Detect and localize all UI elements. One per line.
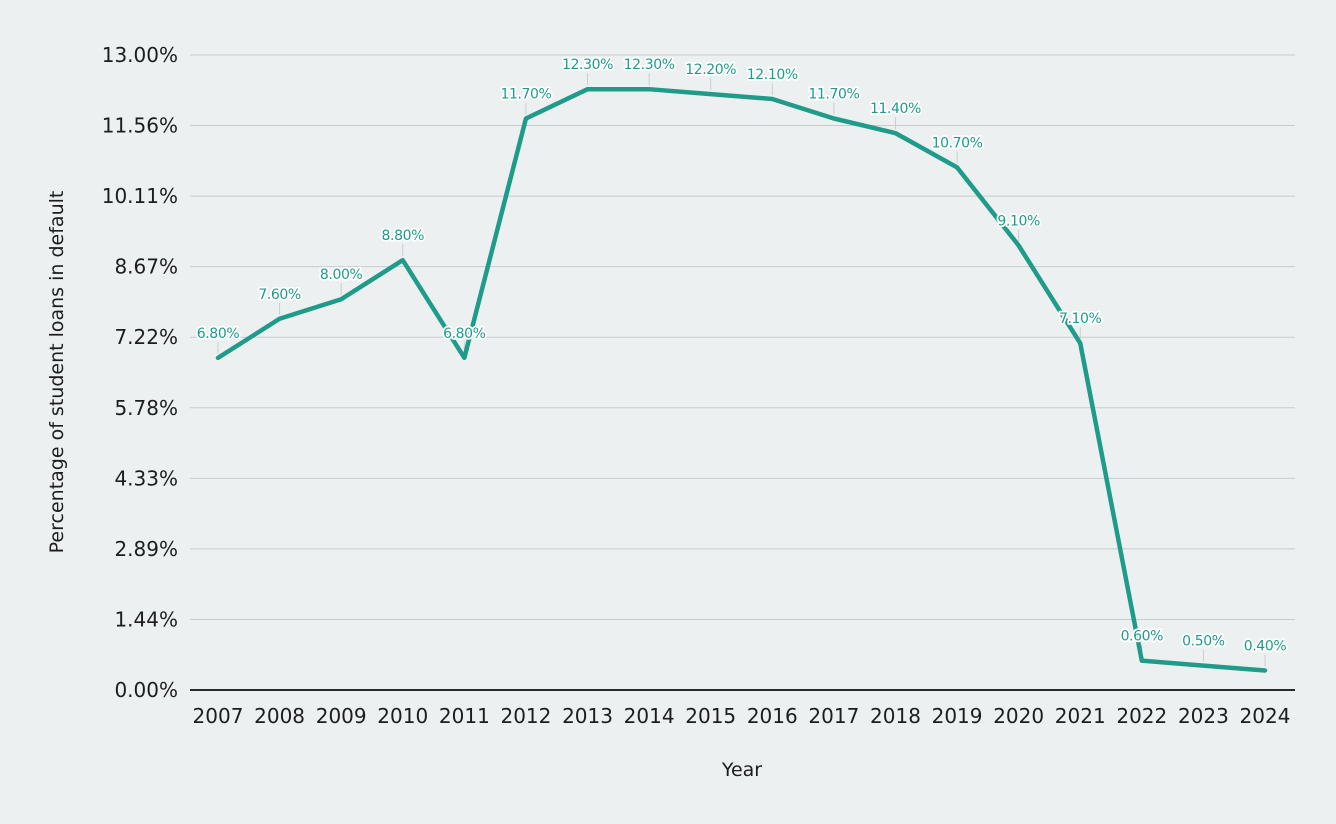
y-tick-label: 4.33% <box>114 466 178 490</box>
x-tick-label: 2024 <box>1240 704 1291 728</box>
x-tick-label: 2015 <box>685 704 736 728</box>
data-point-label: 6.80% <box>443 326 486 342</box>
x-tick-label: 2011 <box>439 704 490 728</box>
data-point-label: 8.00% <box>320 267 363 283</box>
x-tick-label: 2019 <box>932 704 983 728</box>
y-tick-label: 5.78% <box>114 396 178 420</box>
x-tick-label: 2007 <box>193 704 244 728</box>
data-point-label: 11.70% <box>500 87 551 103</box>
x-tick-label: 2008 <box>254 704 305 728</box>
data-point-label: 12.30% <box>562 57 613 73</box>
data-point-label: 12.20% <box>685 62 736 78</box>
data-point-label: 7.10% <box>1059 311 1102 327</box>
x-tick-label: 2012 <box>500 704 551 728</box>
x-tick-label: 2021 <box>1055 704 1106 728</box>
x-tick-label: 2017 <box>808 704 859 728</box>
data-point-label: 11.40% <box>870 101 921 117</box>
y-tick-label: 11.56% <box>102 114 178 138</box>
data-point-label: 8.80% <box>382 228 425 244</box>
data-point-label: 0.50% <box>1182 634 1225 650</box>
y-tick-label: 13.00% <box>102 43 178 67</box>
y-tick-label: 10.11% <box>102 184 178 208</box>
y-tick-label: 1.44% <box>114 607 178 631</box>
data-point-label: 12.10% <box>747 67 798 83</box>
data-point-label: 0.60% <box>1121 629 1164 645</box>
x-axis-title: Year <box>721 759 763 781</box>
x-tick-label: 2014 <box>624 704 675 728</box>
x-tick-label: 2020 <box>993 704 1044 728</box>
y-tick-label: 2.89% <box>114 537 178 561</box>
x-tick-label: 2023 <box>1178 704 1229 728</box>
x-tick-label: 2018 <box>870 704 921 728</box>
x-tick-label: 2013 <box>562 704 613 728</box>
x-tick-label: 2010 <box>377 704 428 728</box>
data-point-label: 11.70% <box>808 87 859 103</box>
x-tick-label: 2022 <box>1116 704 1167 728</box>
y-tick-label: 7.22% <box>114 325 178 349</box>
data-point-label: 9.10% <box>997 214 1040 230</box>
data-point-label: 6.80% <box>197 326 240 342</box>
x-tick-label: 2016 <box>747 704 798 728</box>
data-point-label: 12.30% <box>624 57 675 73</box>
y-axis-title: Percentage of student loans in default <box>46 190 68 554</box>
data-point-label: 10.70% <box>932 135 983 151</box>
y-tick-label: 0.00% <box>114 678 178 702</box>
data-point-label: 0.40% <box>1244 638 1287 654</box>
data-line <box>215 86 1268 673</box>
data-point-label: 7.60% <box>258 287 301 303</box>
y-tick-label: 8.67% <box>114 255 178 279</box>
x-tick-label: 2009 <box>316 704 367 728</box>
